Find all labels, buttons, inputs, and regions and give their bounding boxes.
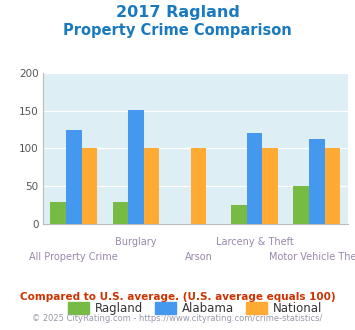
Bar [144,148,159,224]
Text: All Property Crime: All Property Crime [29,252,118,262]
Bar [309,139,324,224]
Text: Burglary: Burglary [115,237,157,247]
Bar [191,148,206,224]
Bar [262,148,278,224]
Bar [82,148,97,224]
Bar [66,129,82,224]
Legend: Ragland, Alabama, National: Ragland, Alabama, National [63,297,327,319]
Bar [293,186,309,224]
Text: Motor Vehicle Theft: Motor Vehicle Theft [269,252,355,262]
Bar [50,202,66,224]
Text: © 2025 CityRating.com - https://www.cityrating.com/crime-statistics/: © 2025 CityRating.com - https://www.city… [32,314,323,323]
Text: Arson: Arson [185,252,212,262]
Text: Larceny & Theft: Larceny & Theft [215,237,293,247]
Text: Compared to U.S. average. (U.S. average equals 100): Compared to U.S. average. (U.S. average … [20,292,335,302]
Text: 2017 Ragland: 2017 Ragland [116,5,239,20]
Bar [247,133,262,224]
Bar [128,110,144,224]
Bar [113,202,128,224]
Bar [324,148,340,224]
Text: Property Crime Comparison: Property Crime Comparison [63,23,292,38]
Bar [231,205,247,224]
